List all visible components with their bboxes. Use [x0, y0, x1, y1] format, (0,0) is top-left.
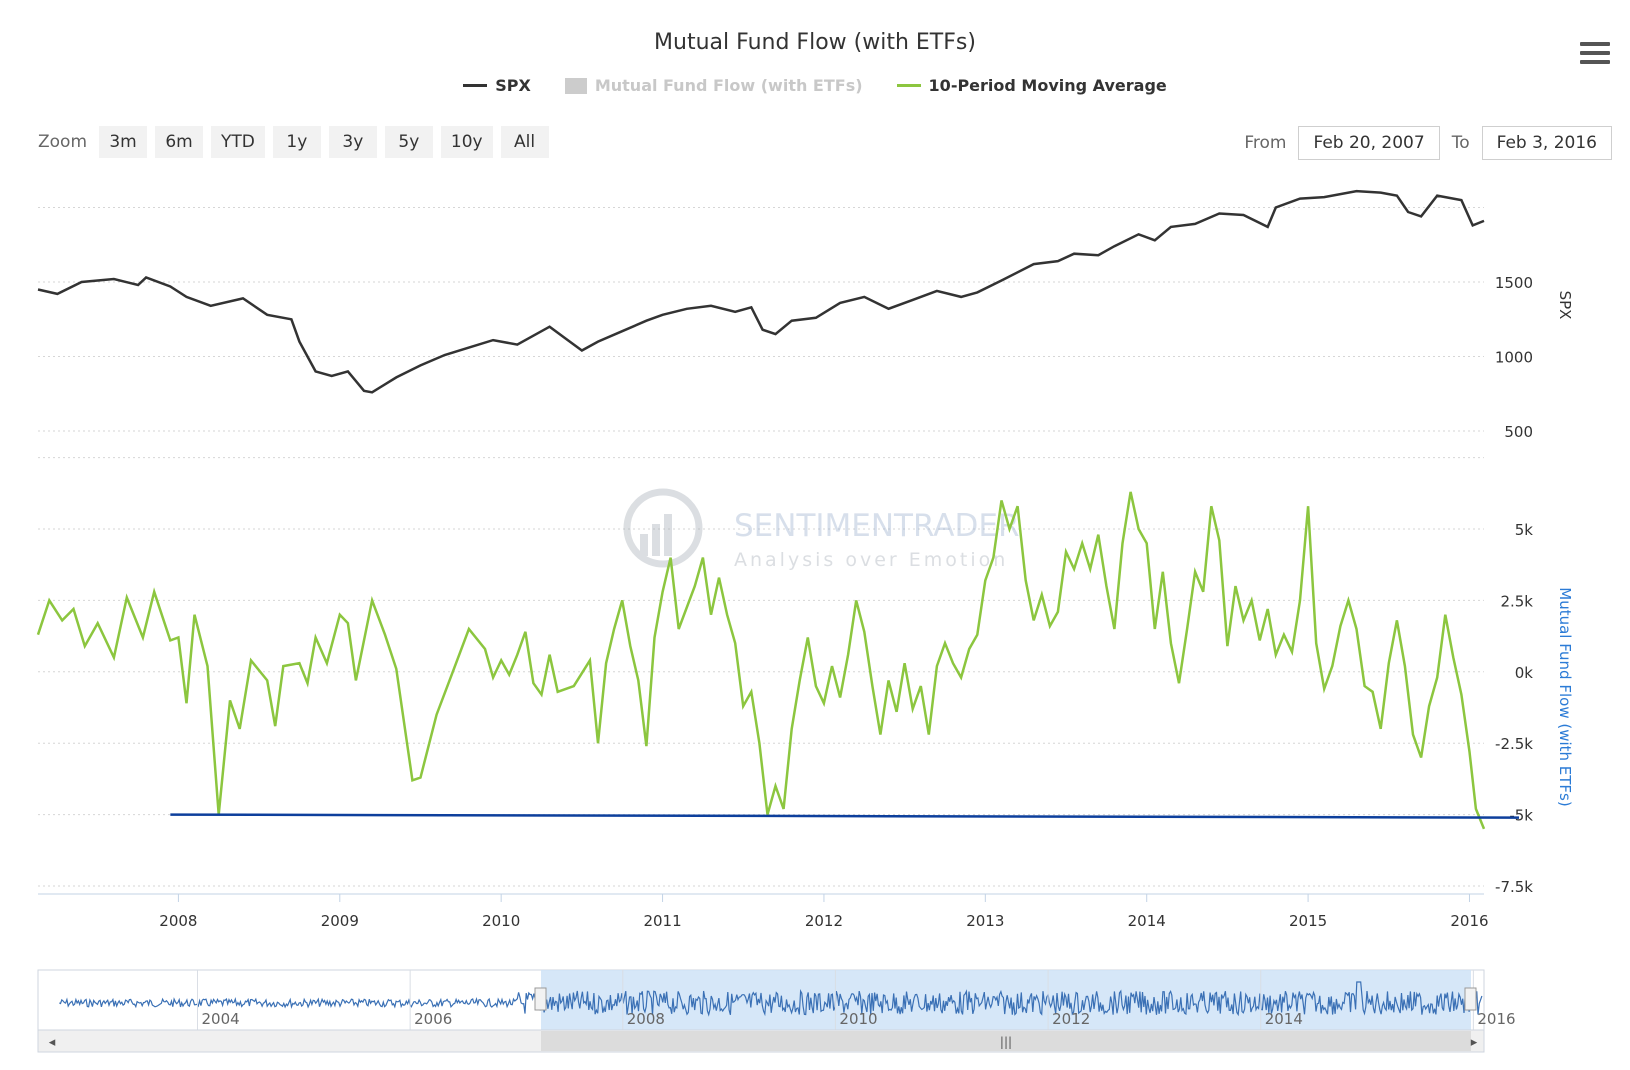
navigator-series-line: [59, 981, 1483, 1017]
flow-tick-label: 5k: [1515, 521, 1534, 539]
x-tick-label: 2012: [805, 912, 843, 930]
to-label: To: [1451, 133, 1470, 153]
zoom-button-all[interactable]: All: [500, 126, 549, 158]
zoom-label: Zoom: [38, 132, 88, 152]
scroll-right-arrow-icon[interactable]: ▸: [1471, 1035, 1478, 1050]
navigator-right-handle[interactable]: [1464, 987, 1477, 1011]
box-swatch-icon: [564, 77, 587, 94]
legend-label: SPX: [495, 76, 531, 95]
legend-label: Mutual Fund Flow (with ETFs): [594, 76, 863, 95]
zoom-button-10y[interactable]: 10y: [440, 126, 493, 158]
x-tick-label: 2008: [159, 912, 197, 930]
navigator-left-handle[interactable]: [534, 987, 547, 1011]
navigator-tick-label: 2012: [1052, 1010, 1090, 1028]
x-tick-label: 2014: [1128, 912, 1166, 930]
flow-tick-label: -2.5k: [1495, 735, 1533, 753]
x-tick-label: 2010: [482, 912, 520, 930]
zoom-button-1y[interactable]: 1y: [272, 126, 321, 158]
watermark: SENTIMENTRADER Analysis over Emotion: [623, 488, 1019, 571]
hamburger-menu-icon[interactable]: [1580, 42, 1610, 68]
navigator-tick-label: 2008: [627, 1010, 665, 1028]
from-label: From: [1244, 133, 1287, 153]
zoom-button-3m[interactable]: 3m: [99, 126, 148, 158]
scrollbar-thumb[interactable]: [541, 1031, 1471, 1051]
spx-axis-title: SPX: [1556, 291, 1574, 320]
navigator-scrollbar[interactable]: [37, 1029, 1485, 1053]
navigator-selected-range[interactable]: [541, 970, 1471, 1030]
zoom-selector: Zoom 3m 6m YTD 1y 3y 5y 10y All: [38, 126, 549, 158]
zoom-button-6m[interactable]: 6m: [155, 126, 204, 158]
navigator[interactable]: 2004 2006 2008 2010 2012 2014 2016 ||| ◂ ▸: [37, 969, 1516, 1053]
legend-label: 10-Period Moving Average: [928, 76, 1167, 95]
chart-title: Mutual Fund Flow (with ETFs): [654, 30, 976, 55]
reference-line: [170, 813, 1520, 819]
spx-series-line: [37, 189, 1485, 394]
flow-axis-title: Mutual Fund Flow (with ETFs): [1556, 587, 1574, 806]
x-tick-label: 2016: [1450, 912, 1488, 930]
x-tick-label: 2015: [1289, 912, 1327, 930]
date-range-selector: From Feb 20, 2007 To Feb 3, 2016: [1244, 126, 1612, 160]
flow-tick-label: -7.5k: [1495, 878, 1533, 896]
line-swatch-icon: [463, 84, 488, 87]
x-tick-label: 2011: [643, 912, 681, 930]
spx-tick-label: 500: [1504, 423, 1533, 441]
flow-tick-label: 2.5k: [1500, 592, 1533, 610]
zoom-button-5y[interactable]: 5y: [384, 126, 433, 158]
watermark-subtitle: Analysis over Emotion: [734, 549, 1008, 571]
x-tick-label: 2009: [321, 912, 359, 930]
navigator-tick-label: 2004: [201, 1010, 239, 1028]
legend: SPX Mutual Fund Flow (with ETFs) 10-Peri…: [0, 76, 1630, 95]
spx-tick-label: 1000: [1495, 349, 1533, 367]
legend-item-mutual-fund-flow[interactable]: Mutual Fund Flow (with ETFs): [564, 76, 863, 95]
x-tick-label: 2013: [966, 912, 1004, 930]
scrollbar-grip-icon: |||: [1000, 1035, 1012, 1049]
from-date-input[interactable]: Feb 20, 2007: [1298, 126, 1440, 160]
watermark-logo-icon: [623, 488, 703, 568]
to-date-input[interactable]: Feb 3, 2016: [1481, 126, 1612, 160]
zoom-button-3y[interactable]: 3y: [328, 126, 377, 158]
zoom-button-ytd[interactable]: YTD: [211, 126, 265, 158]
legend-item-moving-average[interactable]: 10-Period Moving Average: [896, 76, 1167, 95]
flow-tick-label: 0k: [1515, 664, 1534, 682]
watermark-title: SENTIMENTRADER: [734, 508, 1019, 544]
flow-tick-label: -5k: [1509, 807, 1533, 825]
navigator-tick-label: 2016: [1477, 1010, 1515, 1028]
navigator-tick-label: 2014: [1265, 1010, 1303, 1028]
scroll-left-arrow-icon[interactable]: ◂: [49, 1035, 56, 1050]
line-swatch-icon: [896, 84, 921, 87]
moving-average-series-line: [36, 491, 1486, 830]
spx-tick-label: 1500: [1495, 274, 1533, 292]
navigator-tick-label: 2010: [839, 1010, 877, 1028]
navigator-tick-label: 2006: [414, 1010, 452, 1028]
legend-item-spx[interactable]: SPX: [463, 76, 531, 95]
